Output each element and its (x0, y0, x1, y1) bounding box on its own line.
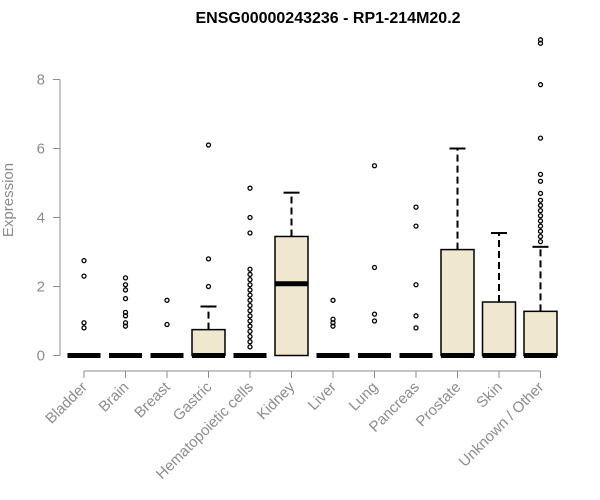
outlier-point (247, 271, 253, 278)
box-group (67, 257, 101, 358)
outlier-point (537, 197, 544, 203)
outlier-point (247, 292, 253, 298)
box-group (316, 297, 350, 358)
y-tick-label: 6 (37, 141, 45, 158)
outlier-point (247, 276, 253, 283)
x-tick-label: Lung (346, 379, 382, 415)
outlier-point (247, 230, 253, 236)
outlier-point (330, 316, 336, 322)
outlier-point (371, 318, 378, 324)
outlier-point (537, 233, 544, 240)
outlier-point (537, 178, 544, 184)
y-tick-label: 8 (37, 72, 45, 89)
x-tick-label: Brain (96, 379, 133, 416)
box-iqr (191, 328, 226, 357)
outlier-point (247, 328, 253, 335)
outlier-point (371, 311, 378, 317)
box-group (399, 204, 433, 358)
outlier-point (247, 307, 253, 314)
outlier-point (247, 297, 253, 303)
plot-area (67, 37, 558, 358)
outlier-point (122, 309, 129, 316)
outlier-point (122, 295, 129, 302)
box-group (233, 185, 267, 358)
x-tick-label: Prostate (413, 379, 465, 431)
outlier-point (81, 273, 87, 279)
outlier-point (537, 207, 544, 214)
outlier-point (122, 287, 129, 293)
outlier-point (247, 287, 253, 293)
outlier-point (247, 302, 253, 309)
outlier-point (122, 275, 129, 281)
outlier-point (247, 318, 253, 324)
y-axis-label: Expression (0, 163, 17, 237)
outlier-point (164, 321, 170, 328)
outlier-point (413, 313, 419, 319)
x-tick-label: Kidney (254, 378, 299, 423)
outlier-point (413, 282, 419, 288)
box-iqr (481, 301, 517, 357)
outlier-point (81, 257, 87, 264)
y-tick-label: 2 (37, 279, 45, 296)
x-tick-label: Bladder (42, 379, 91, 428)
outlier-point (122, 282, 129, 288)
y-tick-label: 4 (37, 210, 45, 227)
outlier-point (205, 283, 212, 290)
box-group (481, 232, 517, 358)
x-tick-label: Liver (305, 379, 340, 414)
outlier-point (247, 313, 253, 319)
outlier-point (537, 238, 544, 245)
outlier-point (537, 171, 544, 178)
outlier-point (537, 228, 544, 234)
box-iqr (274, 235, 309, 357)
outlier-point (247, 266, 253, 272)
outlier-point (205, 142, 212, 148)
outlier-point (537, 202, 544, 209)
outlier-point (537, 37, 544, 43)
outlier-point (247, 339, 253, 345)
outlier-point (330, 297, 336, 303)
outlier-point (537, 223, 544, 229)
chart-title: ENSG00000243236 - RP1-214M20.2 (195, 10, 460, 27)
x-tick-label: Skin (473, 379, 506, 412)
outlier-point (537, 218, 544, 224)
outlier-point (247, 214, 253, 221)
box-group (150, 297, 184, 358)
box-iqr (440, 248, 475, 357)
box-group (274, 191, 309, 357)
outlier-point (205, 256, 212, 262)
outlier-point (247, 323, 253, 329)
box-iqr (523, 310, 558, 357)
outlier-point (81, 325, 87, 331)
y-tick-label: 0 (37, 348, 45, 365)
outlier-point (537, 82, 544, 88)
box-group (109, 275, 142, 358)
outlier-point (537, 135, 544, 141)
outlier-point (247, 344, 253, 350)
x-tick-label: Breast (131, 378, 174, 421)
outlier-point (413, 223, 419, 229)
outlier-point (247, 185, 253, 191)
box-group (440, 147, 475, 358)
outlier-point (413, 204, 419, 210)
outlier-point (371, 163, 378, 169)
outlier-point (413, 325, 419, 331)
y-axis: 0 2 4 6 8 (37, 72, 61, 365)
outlier-point (537, 190, 544, 197)
outlier-point (371, 264, 378, 271)
box-group (523, 37, 558, 358)
outlier-point (537, 213, 544, 219)
outlier-point (247, 333, 253, 340)
outlier-point (164, 297, 170, 303)
box-group (358, 163, 391, 358)
outlier-point (122, 320, 129, 326)
box-group (191, 142, 226, 358)
outlier-point (81, 320, 87, 326)
outlier-point (247, 282, 253, 288)
